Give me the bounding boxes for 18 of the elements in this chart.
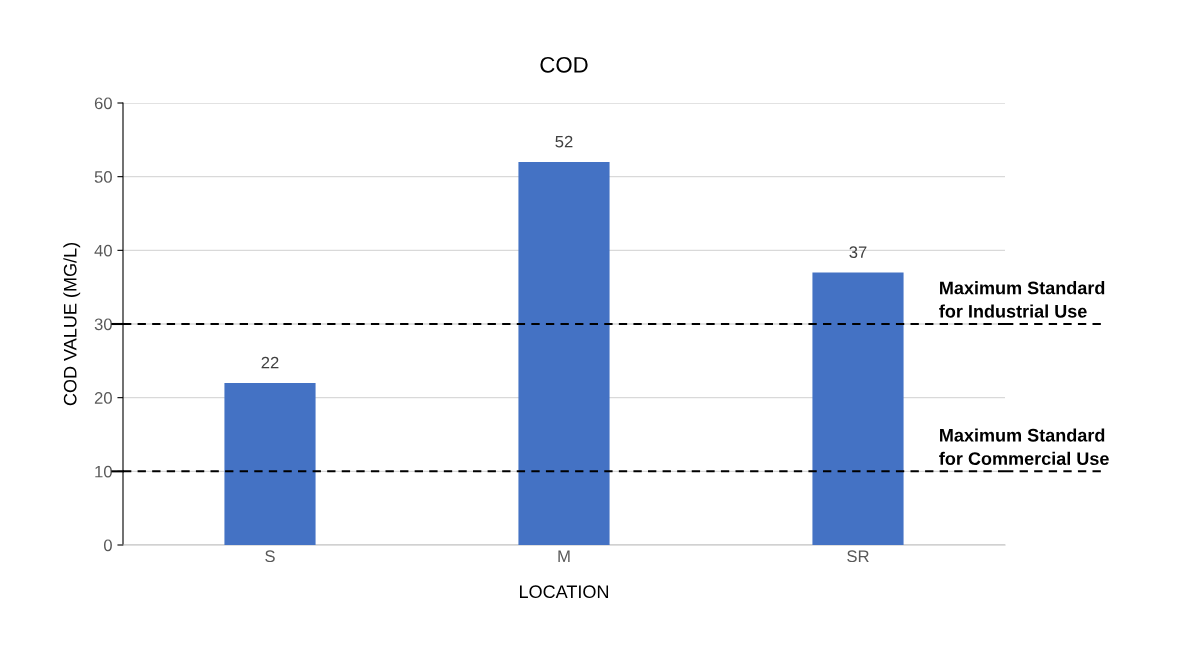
x-tick-label: SR bbox=[847, 550, 869, 563]
x-tick-label: M bbox=[558, 550, 570, 562]
y-tick-label: 50 bbox=[94, 171, 112, 183]
y-tick-label: 20 bbox=[94, 392, 112, 404]
data-label: 52 bbox=[555, 135, 573, 148]
y-tick-label: 10 bbox=[95, 465, 112, 478]
ref-line-label: Maximum Standard for Industrial Use bbox=[939, 281, 1105, 318]
data-label: 22 bbox=[261, 356, 279, 369]
y-tick-label: 60 bbox=[94, 97, 112, 110]
y-tick-label: 40 bbox=[94, 244, 112, 257]
x-axis-title: LOCATION bbox=[520, 585, 609, 599]
x-tick-label: S bbox=[265, 550, 275, 563]
y-axis-title: COD VALUE (MG/L) bbox=[63, 243, 81, 406]
chart-title: COD bbox=[540, 56, 588, 73]
y-tick-label: 0 bbox=[103, 539, 112, 552]
y-tick-label: 30 bbox=[94, 318, 112, 331]
data-label: 37 bbox=[849, 246, 867, 259]
ref-line-label: Maximum Standard for Commercial Use bbox=[939, 428, 1109, 466]
